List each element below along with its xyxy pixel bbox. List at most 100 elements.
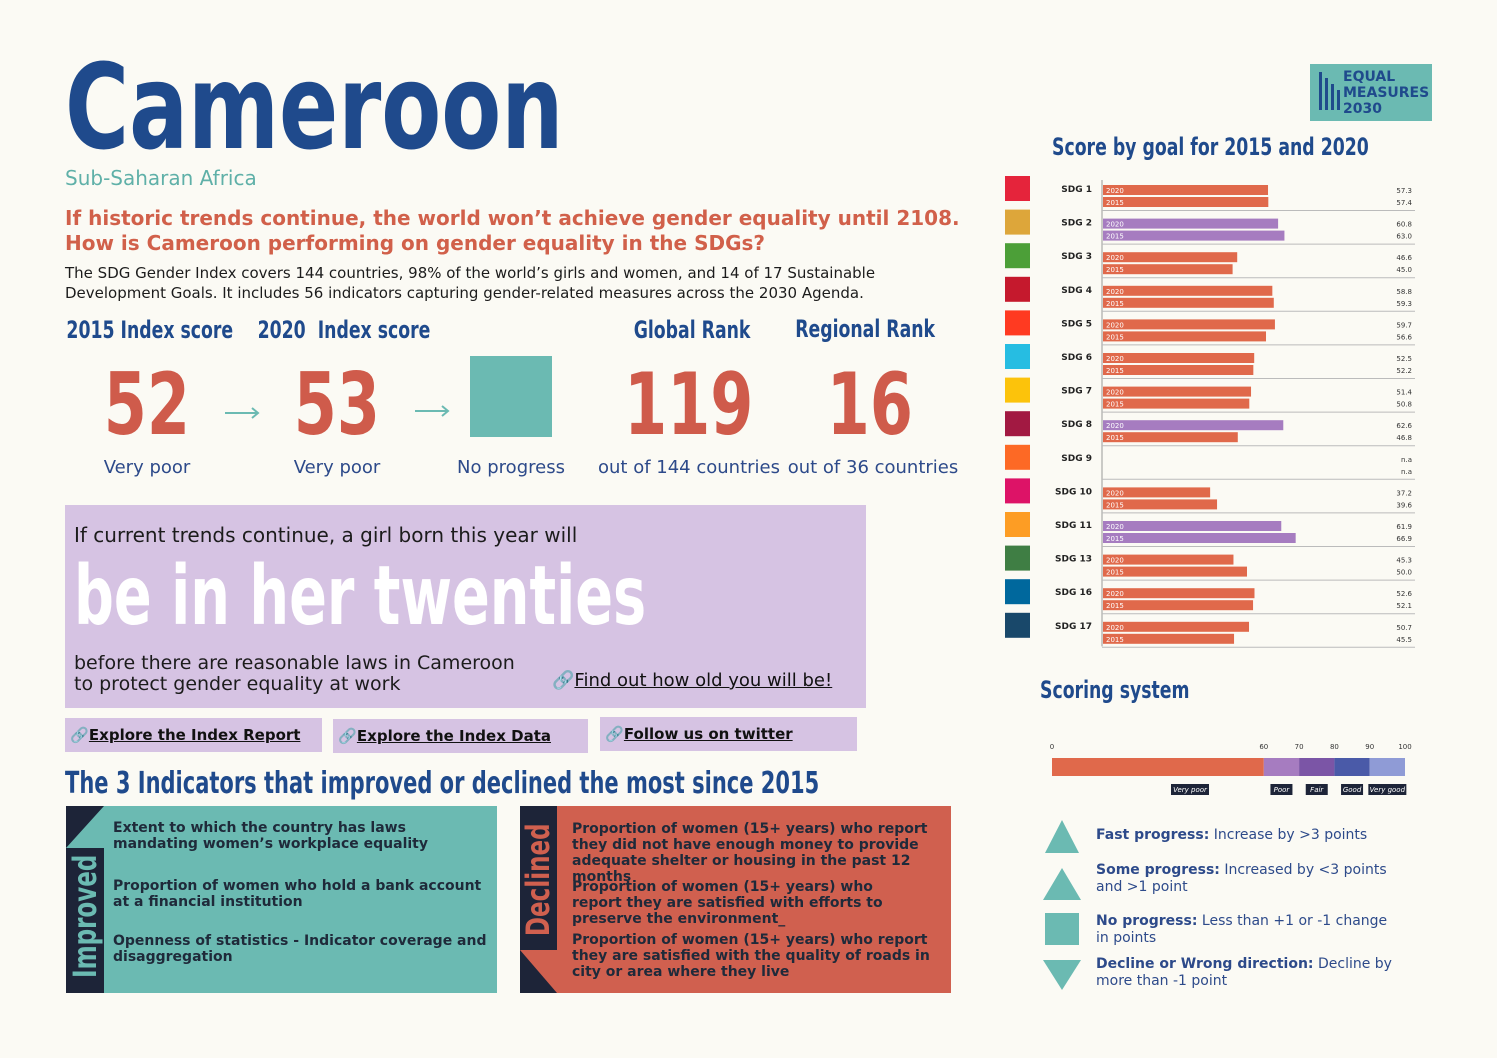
value-label: 51.4 xyxy=(1396,389,1412,397)
legend-term: Decline or Wrong direction: xyxy=(1096,956,1314,972)
value-label: 46.8 xyxy=(1396,434,1412,442)
score-note: No progress xyxy=(457,457,565,478)
girl-link-wrap: 🔗Find out how old you will be! xyxy=(552,670,833,691)
series-label: 2015 xyxy=(1106,636,1124,644)
series-label: 2020 xyxy=(1106,523,1124,531)
girl-highlight-wrap: be in her twenties xyxy=(74,552,916,642)
legend-item: Some progress: Increased by <3 points an… xyxy=(1096,862,1396,896)
scoring-band xyxy=(1052,758,1264,776)
declined-label: Declined xyxy=(519,823,557,937)
headline-line: How is Cameroon performing on gender equ… xyxy=(65,231,765,255)
declined-item: Proportion of women (15+ years) who repo… xyxy=(572,879,883,927)
girl-link[interactable]: Find out how old you will be! xyxy=(574,670,833,691)
value-label: 59.7 xyxy=(1396,321,1412,329)
link-button: 🔗Explore the Index Report xyxy=(65,718,322,752)
value-label: n.a xyxy=(1401,456,1412,464)
series-label: 2020 xyxy=(1106,389,1124,397)
series-label: 2020 xyxy=(1106,557,1124,565)
series-label: 2020 xyxy=(1106,590,1124,598)
value-label: 58.8 xyxy=(1396,288,1412,296)
declined-label-wrap: Declined xyxy=(519,790,557,970)
sdg-icon xyxy=(1005,344,1030,369)
series-label: 2015 xyxy=(1106,501,1124,509)
value-label: 57.3 xyxy=(1396,187,1412,195)
improved-item: Extent to which the country has laws man… xyxy=(113,820,428,852)
scoring-tick-label: 0 xyxy=(1050,743,1054,751)
value-label: 52.1 xyxy=(1396,602,1412,610)
category-label: SDG 10 xyxy=(1055,487,1092,497)
series-label: 2020 xyxy=(1106,624,1124,632)
legend-text: Increase by >3 points xyxy=(1213,827,1368,843)
value-label: n.a xyxy=(1401,468,1412,476)
series-label: 2020 xyxy=(1106,422,1124,430)
bar xyxy=(1103,633,1235,644)
intro: The SDG Gender Index covers 144 countrie… xyxy=(65,263,875,303)
sdg-icon xyxy=(1005,276,1030,302)
series-label: 2020 xyxy=(1106,254,1124,262)
band-label: Poor xyxy=(1274,786,1291,794)
legend-term: Fast progress: xyxy=(1096,827,1210,843)
series-label: 2015 xyxy=(1106,569,1124,577)
score-value-wrap: 119 xyxy=(579,362,799,448)
improved-item: Openness of statistics - Indicator cover… xyxy=(113,933,487,965)
girl-tail-line: to protect gender equality at work xyxy=(74,673,401,695)
bar xyxy=(1103,588,1255,599)
intro-line: The SDG Gender Index covers 144 countrie… xyxy=(65,264,876,282)
score-header: 2015 Index score xyxy=(66,316,234,344)
girl-lead: If current trends continue, a girl born … xyxy=(74,523,578,547)
scoring-band xyxy=(1299,758,1335,776)
scoring-tick-label: 100 xyxy=(1398,743,1411,751)
scoring-tick-label: 60 xyxy=(1259,743,1268,751)
legend-item: No progress: Less than +1 or -1 change i… xyxy=(1096,913,1396,947)
bar xyxy=(1103,533,1296,543)
score-value-wrap: 16 xyxy=(760,362,980,448)
indicators-title: The 3 Indicators that improved or declin… xyxy=(65,766,820,801)
logo-line: EQUAL xyxy=(1343,69,1396,85)
sdg-chart: SDG 1 2020 57.3 2015 57.4 SDG 2 2020 60.8 2015 63… xyxy=(1005,176,1415,648)
series-label: 2020 xyxy=(1106,187,1124,195)
sdg-icon xyxy=(1005,444,1030,470)
bar xyxy=(1103,285,1273,296)
category-label: SDG 11 xyxy=(1055,521,1092,531)
country-title: Cameroon xyxy=(65,38,564,176)
sdg-icon xyxy=(1005,545,1030,571)
value-label: 63.0 xyxy=(1396,233,1412,241)
bar xyxy=(1103,365,1254,375)
bar xyxy=(1103,319,1275,330)
scoring-band xyxy=(1263,758,1300,776)
bar xyxy=(1103,386,1252,397)
declined-item: Proportion of women (15+ years) who repo… xyxy=(572,821,928,885)
link[interactable]: Explore the Index Data xyxy=(356,727,551,745)
girl-highlight: be in her twenties xyxy=(74,549,647,644)
legend-term: Some progress: xyxy=(1096,862,1220,878)
scoring-title-wrap: Scoring system xyxy=(1040,676,1248,704)
girl-tail-line: before there are reasonable laws in Came… xyxy=(74,652,515,674)
category-label: SDG 8 xyxy=(1061,420,1092,430)
series-label: 2020 xyxy=(1106,489,1124,497)
sdg-icon xyxy=(1005,243,1030,269)
sdg-icon xyxy=(1005,209,1030,235)
value-label: 45.5 xyxy=(1396,636,1412,644)
legend-item: Decline or Wrong direction: Decline by m… xyxy=(1096,956,1396,990)
declined-notch xyxy=(520,950,557,993)
scoring-tick-label: 80 xyxy=(1330,743,1339,751)
bar xyxy=(1103,197,1269,207)
link[interactable]: Explore the Index Report xyxy=(88,726,301,744)
improved-notch xyxy=(66,806,104,848)
bar xyxy=(1103,185,1269,195)
score-note: out of 36 countries xyxy=(787,457,959,478)
headline: If historic trends continue, the world w… xyxy=(65,206,960,256)
band-label-box xyxy=(1341,784,1364,795)
link[interactable]: Follow us on twitter xyxy=(623,725,793,743)
logo-text: EQUAL MEASURES 2030 xyxy=(1343,69,1429,117)
series-label: 2020 xyxy=(1106,321,1124,329)
value-label: 46.6 xyxy=(1396,254,1412,262)
band-label-box xyxy=(1368,784,1407,795)
value-label: 52.2 xyxy=(1396,367,1412,375)
region: Sub-Saharan Africa xyxy=(65,166,257,190)
series-label: 2015 xyxy=(1106,300,1124,308)
legend-term: No progress: xyxy=(1096,913,1198,929)
series-label: 2015 xyxy=(1106,233,1124,241)
bar xyxy=(1103,252,1238,263)
